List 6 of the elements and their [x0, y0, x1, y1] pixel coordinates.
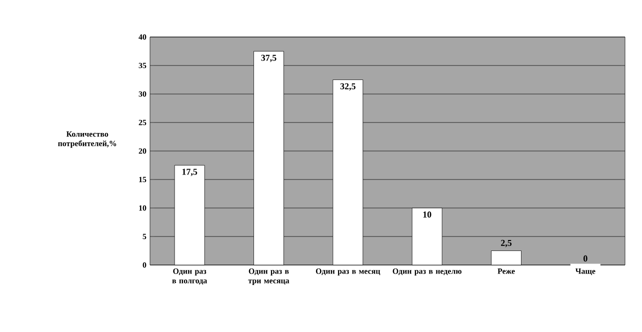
data-label: 37,5	[261, 54, 276, 62]
data-label: 10	[423, 212, 432, 218]
data-label: 0	[584, 255, 588, 262]
data-label: 32,5	[340, 83, 356, 91]
data-label: 2,5	[501, 240, 512, 248]
data-label: 17,5	[182, 168, 198, 176]
